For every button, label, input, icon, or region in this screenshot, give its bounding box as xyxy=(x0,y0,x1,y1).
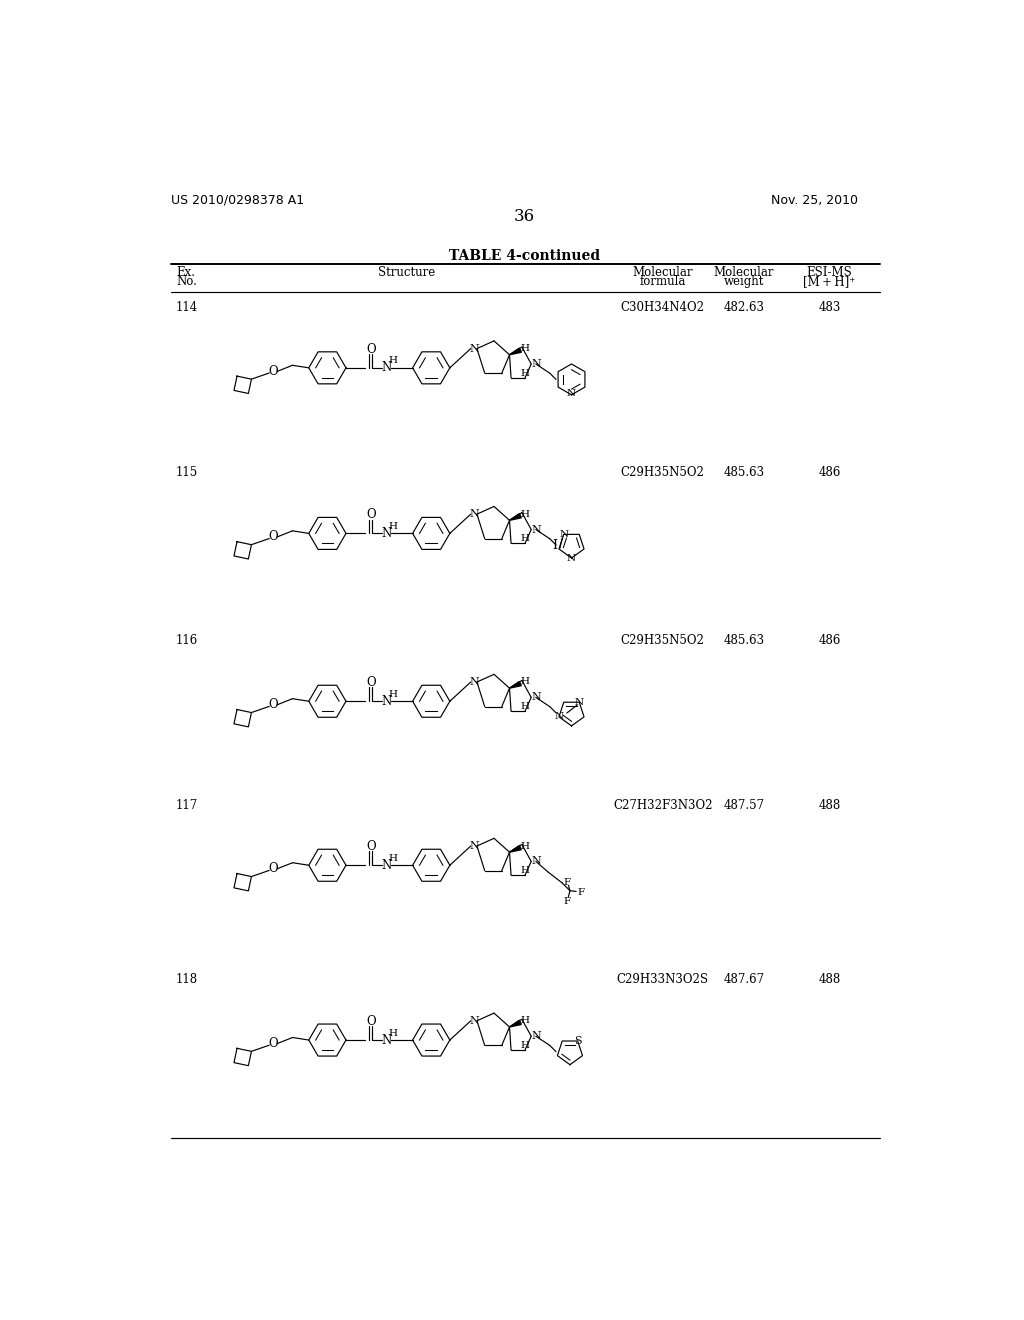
Text: O: O xyxy=(268,1038,278,1051)
Text: N: N xyxy=(381,527,391,540)
Text: US 2010/0298378 A1: US 2010/0298378 A1 xyxy=(171,194,304,207)
Text: N: N xyxy=(381,362,391,375)
Text: F: F xyxy=(563,898,570,906)
Text: N: N xyxy=(559,529,568,539)
Text: N: N xyxy=(554,713,563,721)
Text: H: H xyxy=(520,677,529,686)
Text: O: O xyxy=(366,841,376,853)
Text: 115: 115 xyxy=(176,466,199,479)
Text: 488: 488 xyxy=(818,973,841,986)
Text: H: H xyxy=(389,521,397,531)
Text: C29H35N5O2: C29H35N5O2 xyxy=(621,466,705,479)
Text: H: H xyxy=(520,510,529,519)
Polygon shape xyxy=(510,348,521,355)
Text: H: H xyxy=(520,702,529,711)
Text: N: N xyxy=(531,359,541,370)
Text: H: H xyxy=(520,345,529,352)
Text: F: F xyxy=(578,888,585,896)
Text: O: O xyxy=(366,676,376,689)
Text: H: H xyxy=(389,690,397,698)
Text: N: N xyxy=(531,857,541,866)
Text: H: H xyxy=(520,866,529,875)
Text: 482.63: 482.63 xyxy=(724,301,765,314)
Text: 117: 117 xyxy=(176,799,199,812)
Text: O: O xyxy=(366,1015,376,1028)
Text: TABLE 4-continued: TABLE 4-continued xyxy=(450,249,600,263)
Text: C29H33N3O2S: C29H33N3O2S xyxy=(616,973,709,986)
Text: 36: 36 xyxy=(514,209,536,226)
Text: 488: 488 xyxy=(818,799,841,812)
Text: C27H32F3N3O2: C27H32F3N3O2 xyxy=(613,799,713,812)
Text: [M + H]⁺: [M + H]⁺ xyxy=(803,275,856,288)
Text: 486: 486 xyxy=(818,635,841,647)
Text: O: O xyxy=(268,531,278,544)
Text: 483: 483 xyxy=(818,301,841,314)
Text: N: N xyxy=(469,343,479,354)
Text: O: O xyxy=(366,343,376,356)
Text: formula: formula xyxy=(640,275,686,288)
Text: S: S xyxy=(573,1036,582,1045)
Polygon shape xyxy=(510,845,521,853)
Text: Ex.: Ex. xyxy=(176,267,195,280)
Text: H: H xyxy=(389,356,397,366)
Text: N: N xyxy=(531,693,541,702)
Text: C30H34N4O2: C30H34N4O2 xyxy=(621,301,705,314)
Text: N: N xyxy=(469,510,479,519)
Text: Nov. 25, 2010: Nov. 25, 2010 xyxy=(771,194,858,207)
Text: H: H xyxy=(520,368,529,378)
Text: N: N xyxy=(469,841,479,851)
Text: 487.57: 487.57 xyxy=(724,799,765,812)
Text: N: N xyxy=(381,694,391,708)
Text: H: H xyxy=(520,535,529,544)
Text: N: N xyxy=(531,1031,541,1041)
Text: 485.63: 485.63 xyxy=(724,635,765,647)
Text: O: O xyxy=(268,364,278,378)
Text: N: N xyxy=(469,677,479,686)
Text: Molecular: Molecular xyxy=(633,267,693,280)
Text: N: N xyxy=(381,859,391,871)
Polygon shape xyxy=(510,1020,521,1027)
Text: N: N xyxy=(574,698,584,706)
Text: Molecular: Molecular xyxy=(714,267,774,280)
Text: No.: No. xyxy=(176,275,197,288)
Text: O: O xyxy=(268,862,278,875)
Text: 486: 486 xyxy=(818,466,841,479)
Text: Structure: Structure xyxy=(379,267,435,280)
Text: N: N xyxy=(531,524,541,535)
Polygon shape xyxy=(510,681,521,688)
Text: 118: 118 xyxy=(176,973,199,986)
Text: H: H xyxy=(520,1016,529,1026)
Text: N: N xyxy=(469,1016,479,1026)
Text: O: O xyxy=(268,698,278,711)
Text: H: H xyxy=(520,1041,529,1049)
Text: N: N xyxy=(567,389,577,397)
Text: 116: 116 xyxy=(176,635,199,647)
Text: O: O xyxy=(366,508,376,521)
Text: ESI-MS: ESI-MS xyxy=(807,267,852,280)
Text: C29H35N5O2: C29H35N5O2 xyxy=(621,635,705,647)
Text: 114: 114 xyxy=(176,301,199,314)
Text: I: I xyxy=(552,539,557,552)
Text: 487.67: 487.67 xyxy=(724,973,765,986)
Text: N: N xyxy=(567,553,577,562)
Text: H: H xyxy=(389,854,397,863)
Text: N: N xyxy=(381,1034,391,1047)
Polygon shape xyxy=(510,513,521,520)
Text: 485.63: 485.63 xyxy=(724,466,765,479)
Text: F: F xyxy=(563,879,570,887)
Text: H: H xyxy=(389,1028,397,1038)
Text: H: H xyxy=(520,842,529,850)
Text: weight: weight xyxy=(724,275,764,288)
